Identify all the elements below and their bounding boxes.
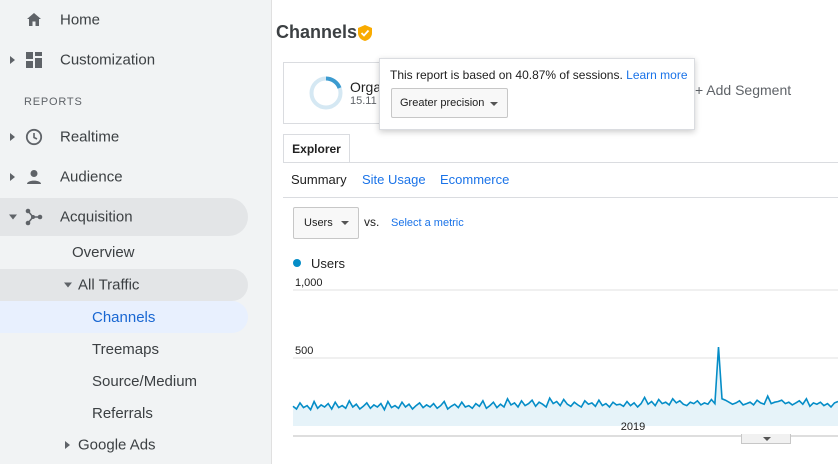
nav-google-ads-label: Google Ads — [78, 436, 156, 454]
nav-realtime[interactable]: Realtime — [0, 118, 272, 156]
nav-acquisition[interactable]: Acquisition — [0, 198, 248, 236]
metric-dropdown-label: Users — [304, 217, 333, 229]
vs-label: vs. — [364, 215, 380, 229]
legend-swatch — [293, 259, 301, 267]
expand-caret-icon — [10, 56, 15, 64]
nav-overview[interactable]: Overview — [72, 244, 135, 261]
segment-percent: 15.11 — [350, 95, 377, 107]
add-segment-button[interactable]: + Add Segment — [695, 82, 792, 98]
collapse-chart-toggle[interactable] — [741, 434, 791, 444]
chart-y-tick-label: 500 — [295, 345, 313, 357]
main-content: Channels Orga 15.11 + Add Segment This r… — [273, 0, 838, 464]
subtabs-divider — [283, 197, 838, 198]
person-icon — [24, 167, 44, 187]
nav-customization-label: Customization — [60, 51, 156, 69]
select-metric-link[interactable]: Select a metric — [391, 217, 464, 229]
subtab-site-usage[interactable]: Site Usage — [362, 172, 426, 187]
subtab-summary[interactable]: Summary — [291, 172, 347, 187]
precision-dropdown[interactable]: Greater precision — [391, 88, 508, 118]
clock-icon — [24, 127, 44, 147]
dropdown-arrow-icon — [490, 102, 498, 106]
nav-source-medium[interactable]: Source/Medium — [92, 373, 198, 390]
nav-referrals[interactable]: Referrals — [92, 405, 153, 422]
collapse-caret-icon — [9, 214, 17, 220]
nav-treemaps[interactable]: Treemaps — [92, 341, 159, 358]
nav-home-label: Home — [60, 11, 101, 29]
channels-highlight — [0, 301, 248, 333]
metric-dropdown[interactable]: Users — [293, 207, 359, 239]
sidebar: Home Customization REPORTS Realtime Audi… — [0, 0, 272, 464]
chart-series-line — [292, 347, 838, 412]
segment-name: Orga — [350, 79, 382, 95]
dropdown-arrow-icon — [341, 221, 349, 225]
subtab-ecommerce[interactable]: Ecommerce — [440, 172, 510, 187]
nav-google-ads[interactable]: Google Ads — [0, 429, 248, 461]
nav-channels[interactable]: Channels — [92, 309, 156, 326]
users-chart: 1,000 500 2019 — [292, 278, 838, 437]
page-title: Channels — [276, 22, 358, 42]
all-traffic-highlight — [0, 269, 248, 301]
expand-caret-icon — [65, 441, 70, 449]
precision-dropdown-label: Greater precision — [400, 97, 485, 109]
expand-caret-icon — [10, 173, 15, 181]
acquisition-icon — [24, 207, 44, 227]
home-icon — [24, 10, 44, 30]
tab-explorer[interactable]: Explorer — [283, 134, 350, 163]
reports-section-label: REPORTS — [24, 96, 83, 108]
legend-label: Users — [311, 256, 345, 271]
nav-home[interactable]: Home — [0, 1, 272, 39]
expand-caret-icon — [10, 133, 15, 141]
verified-shield-icon — [357, 24, 373, 47]
sampling-message: This report is based on 40.87% of sessio… — [390, 68, 623, 82]
collapse-caret-icon — [64, 282, 72, 288]
chart-x-tick-label: 2019 — [621, 421, 645, 433]
nav-customization[interactable]: Customization — [0, 41, 272, 79]
nav-all-traffic-label: All Traffic — [78, 276, 140, 294]
nav-realtime-label: Realtime — [60, 128, 120, 146]
chart-y-tick-label: 1,000 — [295, 278, 323, 289]
chart-area-fill — [293, 347, 838, 426]
dashboard-grid-icon — [24, 50, 44, 70]
sampling-tooltip: This report is based on 40.87% of sessio… — [379, 58, 695, 130]
sampling-tooltip-text: This report is based on 40.87% of sessio… — [390, 68, 688, 82]
segment-donut-icon — [308, 75, 344, 116]
nav-audience-label: Audience — [60, 168, 123, 186]
nav-acquisition-label: Acquisition — [60, 208, 133, 226]
chevron-down-icon — [763, 437, 771, 441]
learn-more-link[interactable]: Learn more — [626, 68, 688, 82]
nav-audience[interactable]: Audience — [0, 158, 272, 196]
tab-divider — [283, 162, 838, 163]
nav-all-traffic[interactable]: All Traffic — [0, 269, 248, 301]
